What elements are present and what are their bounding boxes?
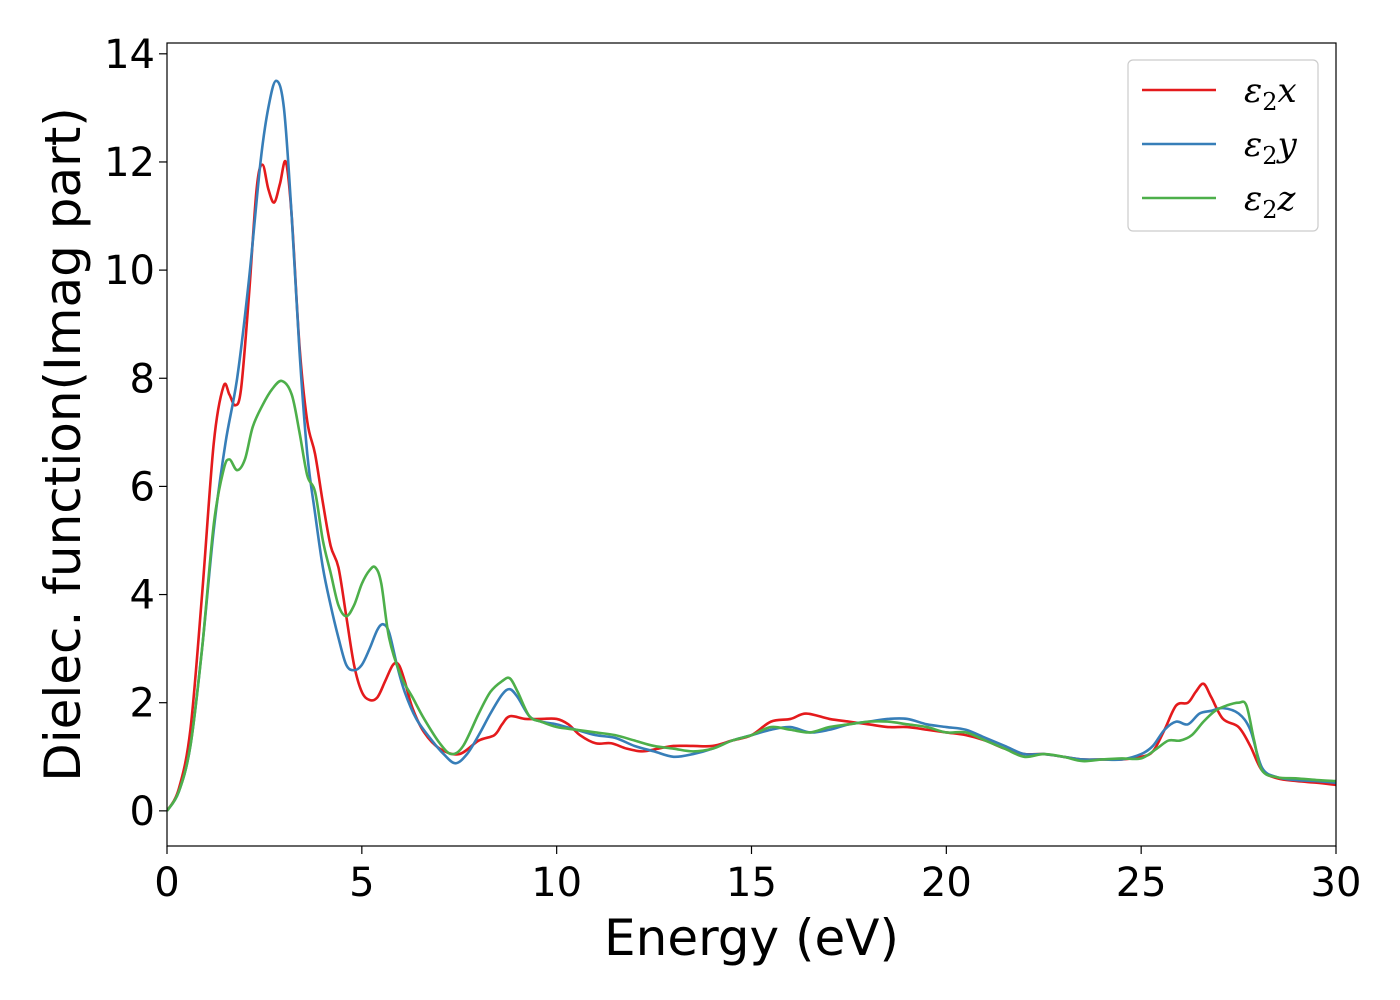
y-tick-label: 10 [104,248,155,294]
y-tick-label: 12 [104,140,155,186]
x-tick-label: 10 [531,860,582,906]
y-tick-label: 0 [130,789,155,835]
series-layer [167,79,1336,812]
legend-label: ε2x [1244,71,1297,116]
y-tick-label: 6 [130,464,155,510]
legend-label: ε2z [1244,179,1297,224]
y-tick-label: 14 [104,32,155,78]
legend-box [1127,59,1319,232]
x-axis-ticks: 0 5 10 15 20 25 30 [154,846,1361,906]
legend: ε2x ε2y ε2z [1127,59,1319,232]
x-tick-label: 25 [1116,860,1167,906]
y-tick-label: 2 [130,681,155,727]
x-tick-label: 30 [1311,860,1362,906]
x-tick-label: 5 [349,860,374,906]
x-tick-label: 20 [921,860,972,906]
x-tick-label: 0 [154,860,179,906]
y-axis-ticks: 0 2 4 6 8 10 12 14 [104,32,167,835]
y-axis-title: Dielec. function(Imag part) [34,107,92,782]
y-tick-label: 4 [130,573,155,619]
series-line-3 [167,379,1336,812]
y-tick-label: 8 [130,356,155,402]
x-axis-title: Energy (eV) [604,909,899,967]
x-tick-label: 15 [726,860,777,906]
legend-label: ε2y [1244,125,1298,170]
